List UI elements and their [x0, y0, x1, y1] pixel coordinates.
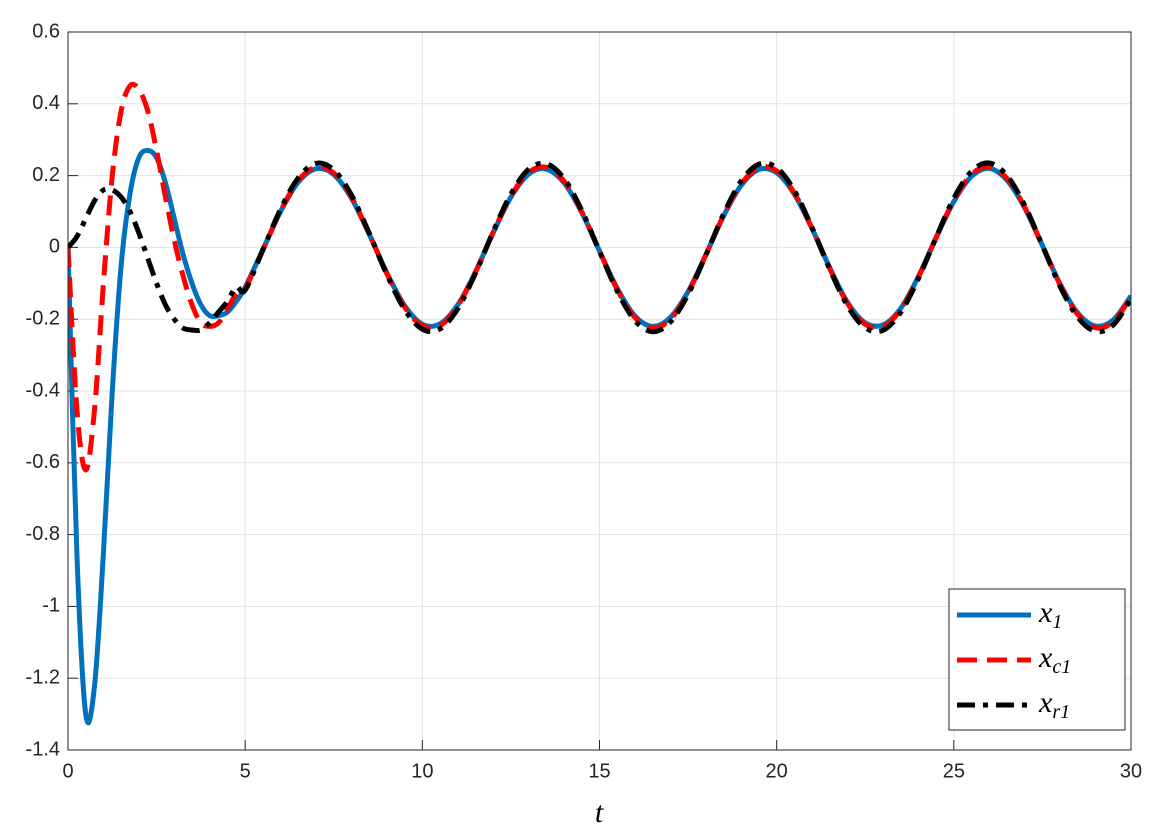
legend-label: x1	[1038, 596, 1062, 633]
y-tick-label: 0	[49, 236, 60, 258]
plot-frame	[67, 31, 1132, 751]
y-tick-label: -0.6	[26, 451, 60, 473]
x-tick-label: 5	[240, 760, 251, 782]
y-tick-label: -1.2	[26, 666, 60, 688]
x-tick-label: 25	[943, 760, 965, 782]
x-tick-label: 0	[62, 760, 73, 782]
x-tick-label: 30	[1120, 760, 1142, 782]
y-tick-label: -0.2	[26, 307, 60, 329]
x-tick-label: 20	[766, 760, 788, 782]
series-line	[68, 160, 1131, 335]
y-tick-label: 0.6	[32, 20, 60, 42]
y-tick-label: -1.4	[26, 738, 60, 760]
x-axis-label: t	[595, 796, 604, 829]
x-tick-label: 15	[588, 760, 610, 782]
y-tick-label: -1	[42, 595, 60, 617]
plot-lines	[68, 81, 1131, 726]
y-tick-label: 0.4	[32, 92, 60, 114]
legend-label: xr1	[1038, 686, 1070, 723]
y-tick-label: -0.8	[26, 523, 60, 545]
legend-label: xc1	[1038, 641, 1071, 678]
x-tick-label: 10	[411, 760, 433, 782]
y-tick-label: 0.2	[32, 164, 60, 186]
y-tick-label: -0.4	[26, 379, 60, 401]
